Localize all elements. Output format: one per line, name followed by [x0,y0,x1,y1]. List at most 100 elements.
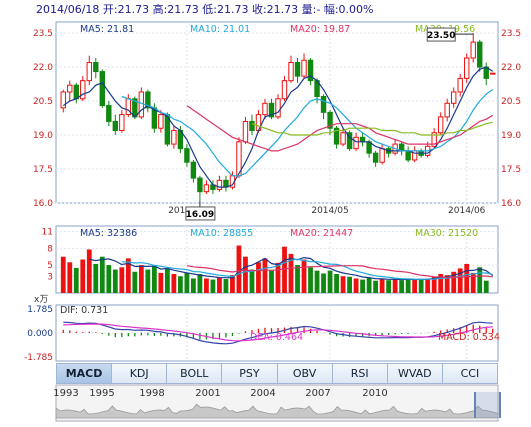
low-marker-label: 16.09 [186,210,214,220]
price-tick-right: 17.5 [501,165,521,175]
volume-bar [314,270,320,293]
candle-body [73,84,79,100]
volume-bar [379,278,385,293]
candle-body [203,184,210,193]
candle-body [477,41,483,68]
candle-body [457,77,463,93]
volume-bar [295,265,300,293]
tab-obv[interactable]: OBV [277,363,333,384]
price-tick-left: 23.5 [33,29,53,39]
volume-bar [177,276,183,293]
candle-body [490,72,496,75]
price-ma-legend: MA20: 19.87 [290,24,350,35]
timeline-year-label: 2010 [362,388,387,399]
indicator-tabs: MACD KDJ BOLL PSY OBV RSI WVAD CCI [56,363,498,384]
volume-bar [288,253,294,293]
candle-body [353,136,359,150]
timeline-year-label: 2001 [195,388,220,399]
tab-psy[interactable]: PSY [222,363,278,384]
volume-bar [308,267,313,293]
candle-body [340,132,346,145]
volume-ma-legend: MA30: 21520 [415,228,478,239]
candle-body [346,132,353,150]
price-tick-right: 23.5 [501,29,521,39]
volume-ma-legend: MA20: 21447 [290,228,353,239]
dea-legend: DEA: 0.464 [250,332,303,343]
volume-bar [243,256,248,293]
candle-body [379,148,385,163]
volume-bar [327,270,333,293]
volume-tick-label: 5 [47,261,53,271]
timeline-year-label: 1998 [139,388,164,399]
tab-rsi[interactable]: RSI [332,363,388,384]
candle-body [99,71,105,107]
candle-body [327,111,333,129]
volume-bar [184,272,190,293]
volume-bar [217,277,222,293]
volume-bar [392,279,398,293]
volume-ma20-line [186,265,493,278]
candle-body [294,62,301,77]
volume-bar [158,272,164,293]
candle-body [281,80,288,100]
volume-bar [145,269,151,293]
candle-body [171,129,177,145]
candle-body [60,91,66,109]
tab-cci[interactable]: CCI [442,363,498,384]
macd-tick-label: -1.785 [24,353,53,363]
candle-body [145,91,151,109]
price-tick-right: 19.0 [501,131,521,141]
volume-bar [191,278,196,293]
date-tick-label: 2014/06 [448,206,486,216]
tab-macd[interactable]: MACD [56,363,113,384]
volume-bar [151,266,157,293]
tab-kdj[interactable]: KDJ [112,363,168,384]
tab-wvad[interactable]: WVAD [387,363,443,384]
volume-bar [99,256,105,293]
candle-body [464,57,470,79]
candle-body [359,136,366,143]
volume-bar [340,276,346,293]
volume-tick-label: 3 [47,272,53,282]
high-marker-box [426,27,456,42]
timeline-year-label: 2004 [250,388,275,399]
volume-bar [132,271,138,293]
volume-tick-label: 11 [42,228,53,238]
candle-body [190,161,197,179]
volume-bar [425,278,431,293]
volume-tick-label: 8 [47,244,53,254]
volume-bar [347,276,352,293]
volume-bar [210,279,216,293]
volume-bar [405,278,411,293]
volume-bar [197,274,203,293]
volume-bar [93,263,99,293]
volume-unit-label: x万 [34,295,48,305]
volume-ma-legend: MA5: 32386 [80,228,137,239]
volume-bar [112,269,118,293]
ma5-line [62,66,494,188]
price-ma-legend: MA10: 21.01 [190,24,250,35]
price-ma-legend: MA5: 21.81 [80,24,134,35]
volume-bar [86,249,92,293]
price-tick-right: 22.0 [501,63,521,73]
candle-body [372,152,379,163]
timeline-range-selector[interactable] [474,392,501,418]
tab-boll[interactable]: BOLL [167,363,223,384]
ma10-line [121,89,494,177]
dea-line [63,323,493,342]
volume-ma10-line [121,258,493,280]
timeline-year-label: 2007 [305,388,330,399]
volume-bar [353,278,359,293]
volume-bar [477,267,483,293]
volume-bar [249,269,255,293]
volume-bar [301,259,307,293]
volume-bar [321,273,326,293]
macd-legend: MACD: 0.534 [438,332,500,343]
candle-body [184,148,190,163]
volume-bar [236,245,242,293]
volume-bar [204,278,209,293]
volume-ma-legend: MA10: 28855 [190,228,253,239]
price-tick-left: 19.0 [33,131,53,141]
volume-bar [470,272,476,293]
